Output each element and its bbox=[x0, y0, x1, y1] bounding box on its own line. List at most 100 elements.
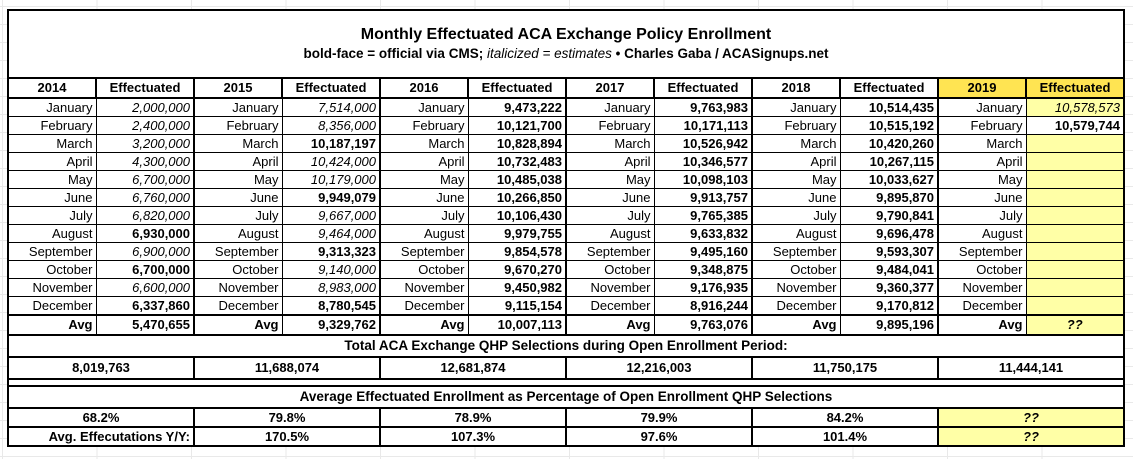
subtitle-credit: Charles Gaba / ACASignups.net bbox=[624, 45, 829, 61]
month-cell-2016: June bbox=[379, 188, 469, 207]
pct-section-header: Average Effectuated Enrollment as Percen… bbox=[7, 385, 1125, 409]
title-row: Monthly Effectuated ACA Exchange Policy … bbox=[7, 9, 1125, 79]
month-cell-2018: August bbox=[751, 224, 841, 243]
avg-label-2018: Avg bbox=[751, 314, 841, 336]
month-cell-2018: April bbox=[751, 152, 841, 171]
value-cell-2019: 10,578,573 bbox=[1025, 97, 1125, 117]
month-cell-2015: June bbox=[193, 188, 283, 207]
effectuated-header-2014: Effectuated bbox=[95, 77, 195, 99]
page-title: Monthly Effectuated ACA Exchange Policy … bbox=[360, 25, 772, 43]
avg-value-2015: 9,329,762 bbox=[281, 314, 381, 336]
value-cell-2019 bbox=[1025, 134, 1125, 153]
year-header-2018: 2018 bbox=[751, 77, 841, 99]
month-row-august: August 6,930,000 August 9,464,000 August 9,97… bbox=[7, 224, 1125, 243]
month-cell-2018: January bbox=[751, 97, 841, 117]
month-cell-2014: December bbox=[7, 296, 97, 316]
avg-label-2016: Avg bbox=[379, 314, 469, 336]
value-cell-2017: 9,176,935 bbox=[653, 278, 753, 297]
month-cell-2017: July bbox=[565, 206, 655, 225]
month-cell-2014: August bbox=[7, 224, 97, 243]
month-cell-2015: August bbox=[193, 224, 283, 243]
month-cell-2016: November bbox=[379, 278, 469, 297]
pct-value-2017: 79.9% bbox=[565, 407, 753, 428]
value-cell-2017: 9,495,160 bbox=[653, 242, 753, 261]
month-cell-2017: August bbox=[565, 224, 655, 243]
month-cell-2015: November bbox=[193, 278, 283, 297]
avg-label-2019: Avg bbox=[937, 314, 1027, 336]
value-cell-2018: 10,420,260 bbox=[839, 134, 939, 153]
value-cell-2019 bbox=[1025, 188, 1125, 207]
month-cell-2017: May bbox=[565, 170, 655, 189]
month-row-april: April 4,300,000 April 10,424,000 April 10,732… bbox=[7, 152, 1125, 171]
qhp-total-2017: 12,216,003 bbox=[565, 356, 753, 380]
month-cell-2018: February bbox=[751, 116, 841, 135]
value-cell-2019 bbox=[1025, 278, 1125, 297]
qhp-header-row: Total ACA Exchange QHP Selections during… bbox=[7, 334, 1125, 358]
month-cell-2015: March bbox=[193, 134, 283, 153]
value-cell-2018: 9,895,870 bbox=[839, 188, 939, 207]
month-cell-2016: April bbox=[379, 152, 469, 171]
month-cell-2017: September bbox=[565, 242, 655, 261]
month-cell-2015: February bbox=[193, 116, 283, 135]
value-cell-2016: 9,854,578 bbox=[467, 242, 567, 261]
month-cell-2019: November bbox=[937, 278, 1027, 297]
month-cell-2017: January bbox=[565, 97, 655, 117]
value-cell-2014: 6,337,860 bbox=[95, 296, 195, 316]
avg-value-2019: ?? bbox=[1025, 314, 1125, 336]
month-cell-2017: December bbox=[565, 296, 655, 316]
value-cell-2015: 8,780,545 bbox=[281, 296, 381, 316]
avg-label-2014: Avg bbox=[7, 314, 97, 336]
month-cell-2014: June bbox=[7, 188, 97, 207]
month-row-november: November 6,600,000 November 8,983,000 Novemb… bbox=[7, 278, 1125, 297]
effectuated-header-2019: Effectuated bbox=[1025, 77, 1125, 99]
month-row-september: September 6,900,000 September 9,313,323 Sept… bbox=[7, 242, 1125, 261]
month-cell-2015: January bbox=[193, 97, 283, 117]
month-cell-2017: June bbox=[565, 188, 655, 207]
value-cell-2015: 9,313,323 bbox=[281, 242, 381, 261]
month-cell-2014: April bbox=[7, 152, 97, 171]
effectuated-header-2015: Effectuated bbox=[281, 77, 381, 99]
pct-value-2014: 68.2% bbox=[7, 407, 195, 428]
value-cell-2019: 10,579,744 bbox=[1025, 116, 1125, 135]
month-cell-2019: March bbox=[937, 134, 1027, 153]
month-cell-2016: July bbox=[379, 206, 469, 225]
value-cell-2019 bbox=[1025, 260, 1125, 279]
value-cell-2014: 6,600,000 bbox=[95, 278, 195, 297]
month-cell-2015: April bbox=[193, 152, 283, 171]
value-cell-2016: 9,670,270 bbox=[467, 260, 567, 279]
month-cell-2016: December bbox=[379, 296, 469, 316]
value-cell-2014: 6,900,000 bbox=[95, 242, 195, 261]
year-header-2017: 2017 bbox=[565, 77, 655, 99]
value-cell-2018: 9,170,812 bbox=[839, 296, 939, 316]
subtitle-legend-bold: bold-face = official via CMS; bbox=[303, 45, 484, 61]
month-cell-2019: February bbox=[937, 116, 1027, 135]
year-header-2016: 2016 bbox=[379, 77, 469, 99]
value-cell-2018: 10,033,627 bbox=[839, 170, 939, 189]
month-row-october: October 6,700,000 October 9,140,000 October 9… bbox=[7, 260, 1125, 279]
value-cell-2019 bbox=[1025, 296, 1125, 316]
yoy-row: Avg. Effecutations Y/Y: 170.5% 107.3% 97.6%… bbox=[7, 426, 1125, 447]
month-cell-2014: March bbox=[7, 134, 97, 153]
month-cell-2017: April bbox=[565, 152, 655, 171]
value-cell-2017: 9,633,832 bbox=[653, 224, 753, 243]
month-row-march: March 3,200,000 March 10,187,197 March 10,828… bbox=[7, 134, 1125, 153]
month-cell-2019: May bbox=[937, 170, 1027, 189]
value-cell-2016: 9,115,154 bbox=[467, 296, 567, 316]
month-cell-2018: November bbox=[751, 278, 841, 297]
value-cell-2015: 9,949,079 bbox=[281, 188, 381, 207]
month-cell-2017: March bbox=[565, 134, 655, 153]
yoy-value-2016: 107.3% bbox=[379, 426, 567, 447]
month-cell-2019: January bbox=[937, 97, 1027, 117]
page-subtitle: bold-face = official via CMS; italicized… bbox=[12, 46, 1120, 62]
spacer-cell bbox=[8, 378, 1124, 387]
year-header-2019: 2019 bbox=[937, 77, 1027, 99]
value-cell-2018: 10,267,115 bbox=[839, 152, 939, 171]
value-cell-2015: 10,424,000 bbox=[281, 152, 381, 171]
value-cell-2016: 9,473,222 bbox=[467, 97, 567, 117]
value-cell-2016: 10,121,700 bbox=[467, 116, 567, 135]
month-cell-2015: May bbox=[193, 170, 283, 189]
avg-label-2017: Avg bbox=[565, 314, 655, 336]
value-cell-2019 bbox=[1025, 152, 1125, 171]
value-cell-2017: 9,765,385 bbox=[653, 206, 753, 225]
month-row-february: February 2,400,000 February 8,356,000 Februa… bbox=[7, 116, 1125, 135]
